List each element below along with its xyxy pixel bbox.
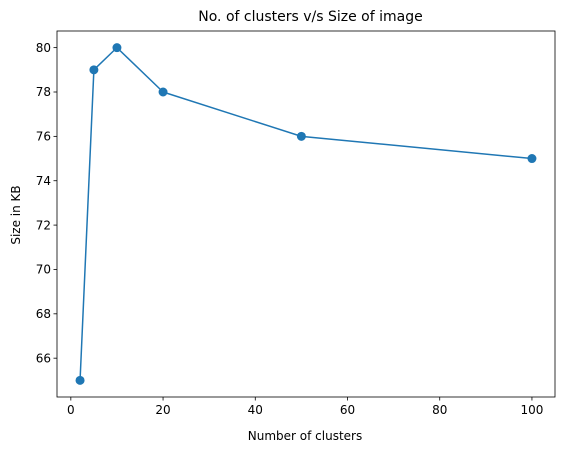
x-tick-label: 20 — [155, 403, 170, 417]
data-point — [527, 154, 537, 164]
y-tick-label: 80 — [36, 41, 51, 55]
plot-area: 0 20 40 60 80 100 66 68 70 72 74 76 78 80 — [36, 30, 556, 417]
x-tick-label: 40 — [248, 403, 263, 417]
x-axis-label: Number of clusters — [248, 429, 362, 443]
data-point — [75, 375, 85, 385]
y-axis-label: Size in KB — [9, 185, 23, 244]
y-tick-label: 68 — [36, 307, 51, 321]
y-tick-label: 66 — [36, 351, 51, 365]
data-point — [89, 65, 99, 75]
y-tick-label: 72 — [36, 218, 51, 232]
data-point — [112, 43, 122, 53]
y-tick-label: 70 — [36, 263, 51, 277]
x-tick-label: 60 — [340, 403, 355, 417]
chart-title: No. of clusters v/s Size of image — [198, 9, 422, 25]
axes-frame — [56, 30, 556, 398]
x-tick-label: 80 — [432, 403, 447, 417]
data-point — [158, 87, 168, 97]
x-tick-label: 0 — [67, 403, 75, 417]
series-line — [79, 46, 533, 381]
data-point — [296, 131, 306, 141]
y-tick-label: 78 — [36, 85, 51, 99]
y-tick-label: 74 — [36, 174, 51, 188]
y-tick-label: 76 — [36, 130, 51, 144]
x-tick-label: 100 — [520, 403, 543, 417]
